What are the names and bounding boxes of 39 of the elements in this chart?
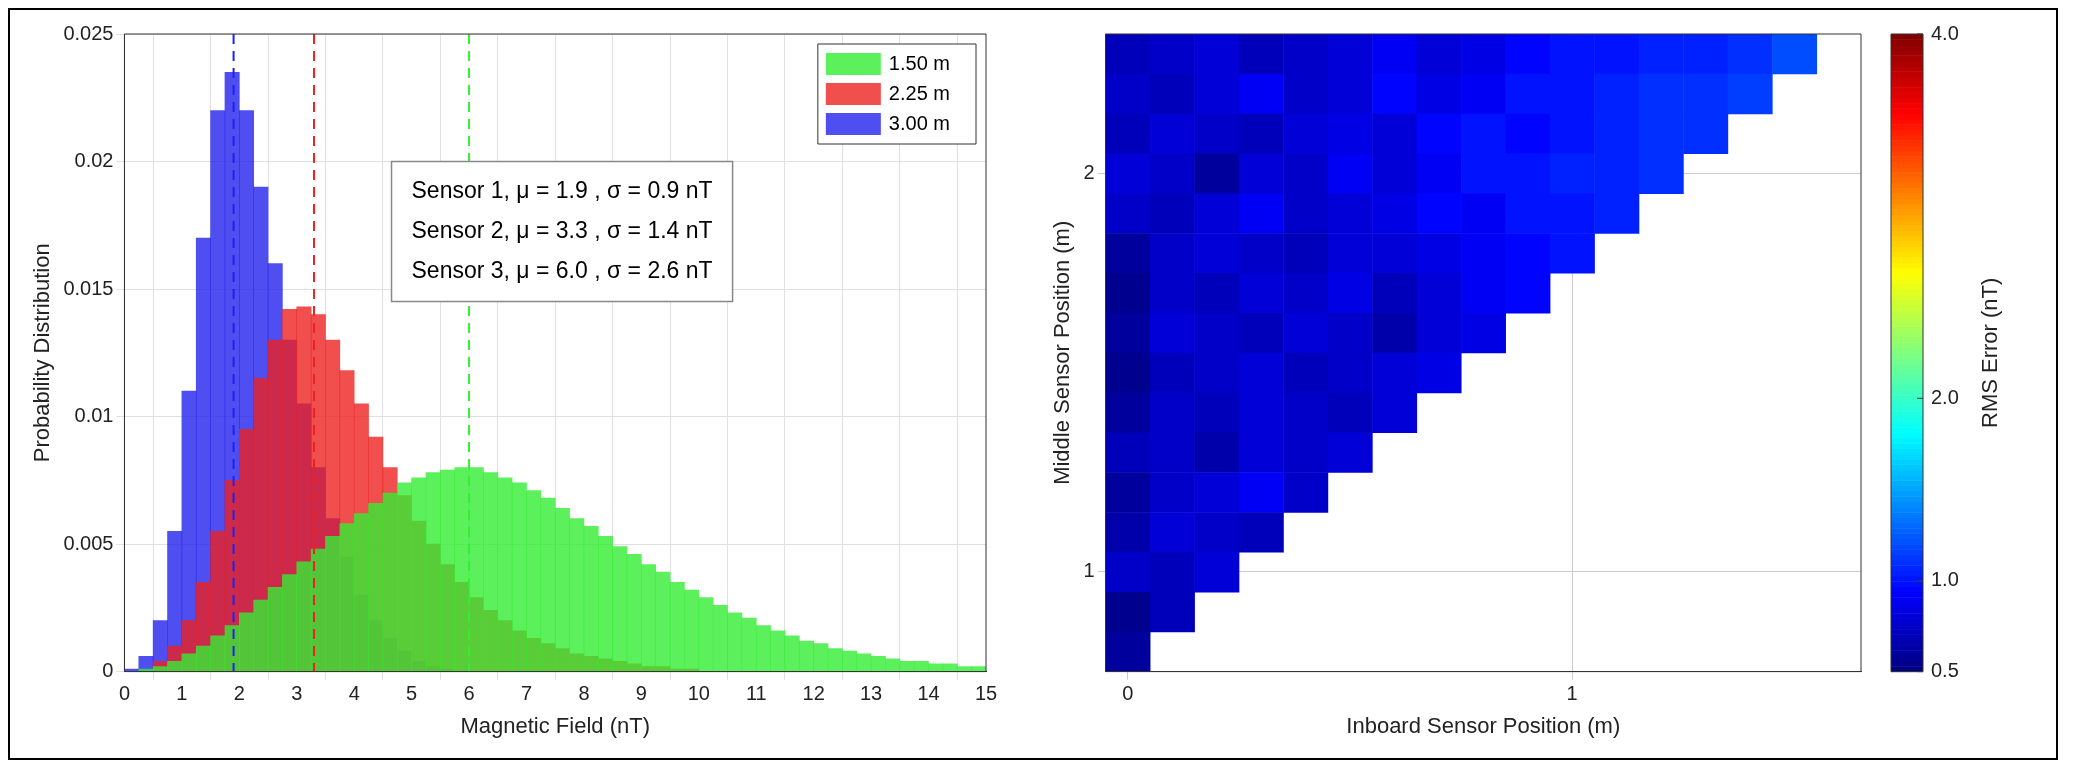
color-bar-label: 4.0 [1931, 21, 1959, 44]
x-tick-label: 13 [860, 682, 883, 705]
x-tick-label: 5 [406, 682, 418, 705]
annotation: Sensor 2, μ = 3.3 , σ = 1.4 nT [411, 216, 713, 243]
x-tick-label: 4 [348, 682, 360, 705]
color-bar-label: 1.0 [1931, 568, 1959, 591]
x-tick-label: 0 [118, 682, 131, 705]
legend-label: 3.00 m [888, 111, 951, 134]
y-tick-label: 0.005 [63, 531, 114, 554]
color-bar-label: 0.5 [1931, 659, 1959, 682]
y-tick-label: 0.01 [74, 404, 114, 427]
x-tick-label: 1 [176, 682, 188, 705]
x-axis-title: Inboard Sensor Position (m) [1346, 712, 1621, 738]
x-tick-label: 7 [520, 682, 533, 705]
legend-label: 1.50 m [888, 51, 951, 74]
x-tick-label: 11 [745, 682, 767, 705]
color-bar-title: RMS Error (nT) [1977, 277, 2003, 428]
y-axis-title: Probability Distribution [29, 243, 55, 463]
y-axis-title: Middle Sensor Position (m) [1049, 220, 1075, 485]
x-tick-label: 12 [802, 682, 825, 705]
x-axis-title: Magnetic Field (nT) [460, 712, 650, 738]
x-tick-label: 3 [291, 682, 303, 705]
y-tick-label: 0.02 [74, 149, 114, 172]
y-tick-label: 0.015 [63, 276, 114, 299]
x-tick-label: 10 [687, 682, 710, 705]
y-tick-label: 0.025 [63, 21, 114, 44]
legend-label: 2.25 m [888, 81, 951, 104]
x-tick-label: 2 [233, 682, 245, 705]
x-tick-label: 14 [917, 682, 940, 705]
x-tick-label: 8 [578, 682, 590, 705]
x-tick-label: 1 [1566, 682, 1578, 705]
color-bar-label: 2.0 [1931, 385, 1959, 408]
x-tick-label: 15 [974, 682, 998, 705]
x-tick-label: 0 [1122, 682, 1134, 705]
x-tick-label: 6 [463, 682, 475, 705]
annotation: Sensor 1, μ = 1.9 , σ = 0.9 nT [411, 176, 713, 203]
x-tick-label: 9 [635, 682, 647, 705]
y-tick-label: 0 [102, 659, 114, 682]
annotation: Sensor 3, μ = 6.0 , σ = 2.6 nT [411, 256, 713, 283]
